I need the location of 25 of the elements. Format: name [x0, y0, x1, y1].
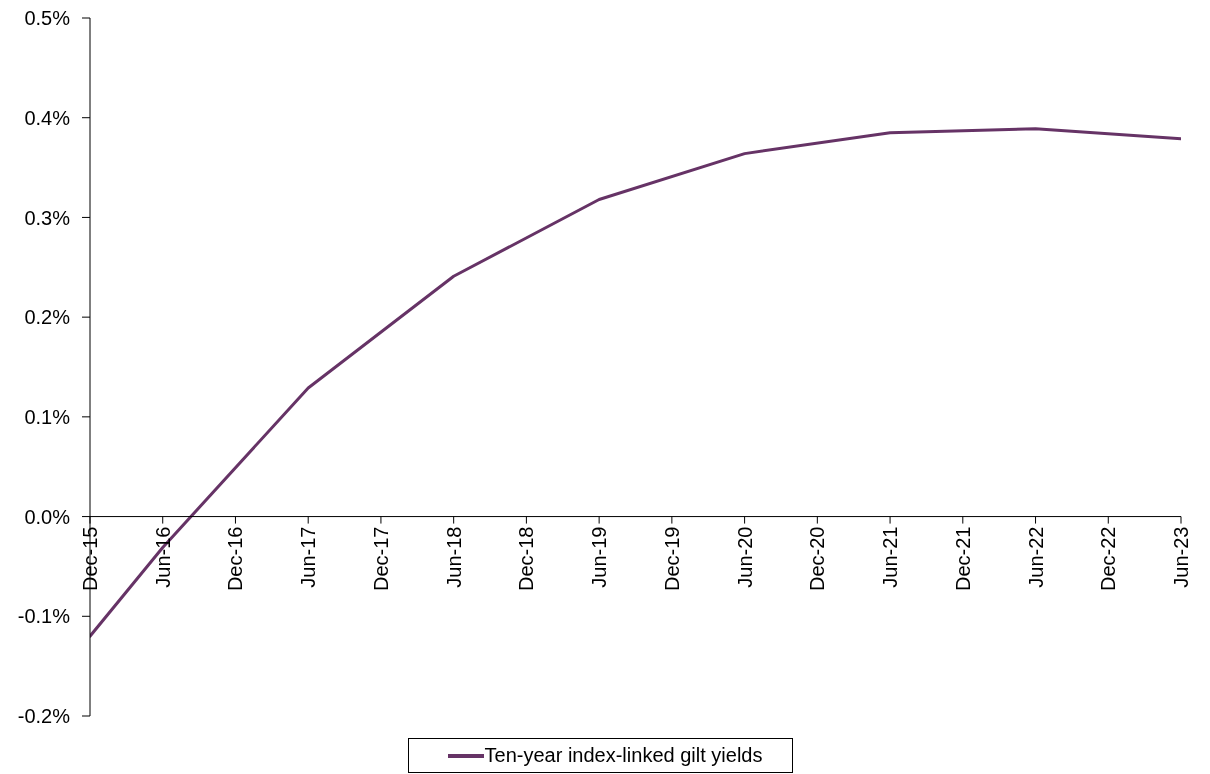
y-tick-label: 0.5% [24, 7, 71, 30]
x-tick-label: Dec-17 [369, 526, 392, 592]
x-tick-label: Jun-16 [151, 526, 174, 588]
x-tick-label: Jun-23 [1170, 526, 1192, 588]
x-tick-label: Dec-18 [515, 526, 538, 592]
x-tick-label: Jun-19 [588, 526, 611, 588]
x-tick-label: Jun-22 [1024, 526, 1047, 588]
x-tick-label: Dec-21 [951, 526, 974, 592]
y-tick-label: 0.2% [24, 306, 71, 329]
x-tick-label: Jun-17 [297, 526, 320, 588]
x-tick-label: Dec-20 [806, 526, 829, 592]
x-tick-label: Jun-18 [442, 526, 465, 588]
y-tick-label: 0.4% [24, 106, 71, 129]
y-tick-label: 0.1% [24, 405, 71, 428]
y-tick-label: 0.0% [24, 505, 71, 528]
x-tick-label: Dec-22 [1097, 526, 1120, 592]
x-tick-label: Dec-19 [660, 526, 683, 592]
legend-label: Ten-year index-linked gilt yields [484, 744, 763, 767]
x-tick-label: Jun-21 [879, 526, 902, 588]
x-tick-label: Dec-15 [79, 526, 101, 592]
y-tick-label: -0.1% [17, 605, 71, 628]
y-tick-label: -0.2% [17, 705, 71, 728]
x-tick-label: Dec-16 [224, 526, 247, 592]
y-tick-label: 0.3% [24, 206, 71, 229]
x-tick-label: Jun-20 [733, 526, 756, 588]
